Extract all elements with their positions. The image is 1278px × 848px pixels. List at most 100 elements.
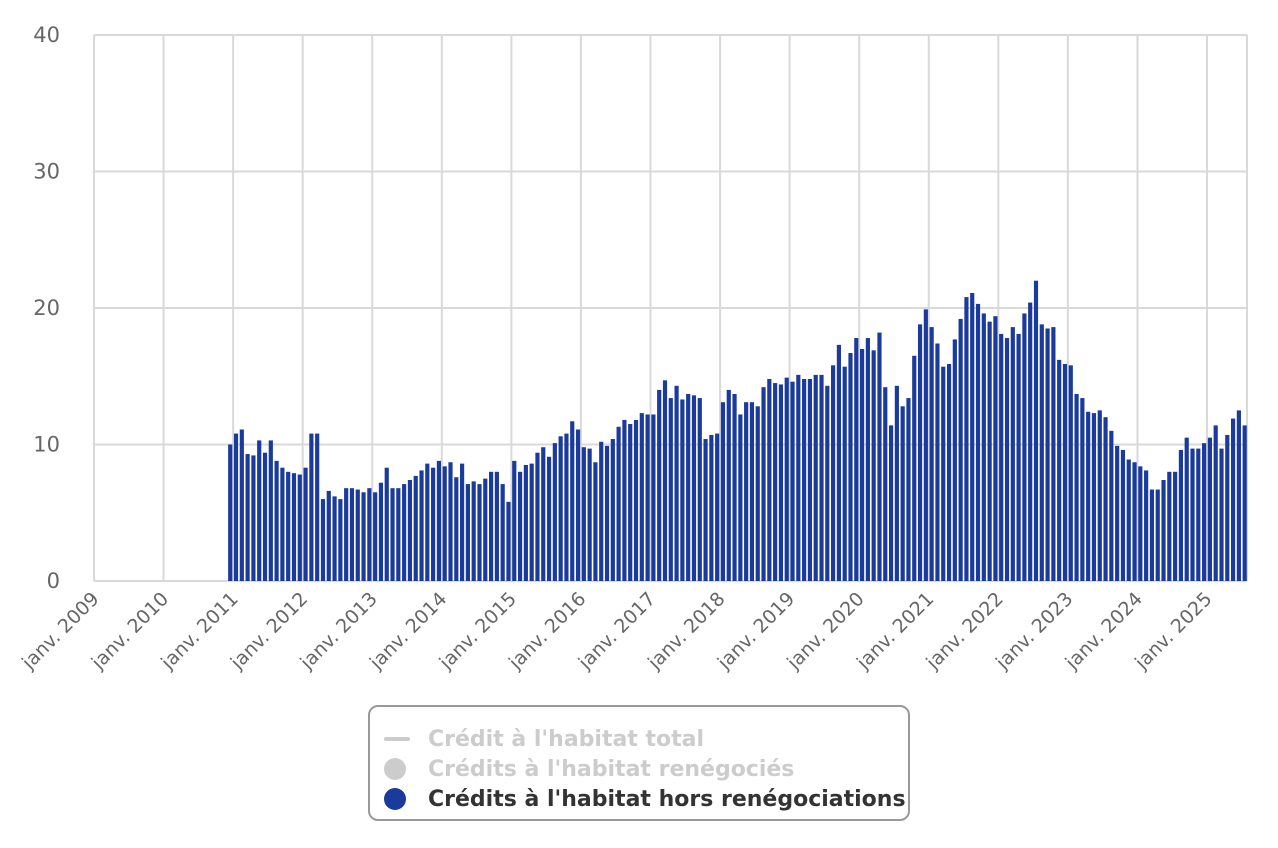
bar[interactable] [935,343,940,581]
bar[interactable] [477,484,482,581]
bar[interactable] [251,455,256,581]
bar[interactable] [958,318,963,581]
bar[interactable] [703,439,708,581]
bar[interactable] [1213,425,1218,581]
bar[interactable] [865,338,870,581]
bar[interactable] [245,454,250,581]
bar[interactable] [1097,410,1102,581]
bar[interactable] [1167,471,1172,581]
bar[interactable] [1126,459,1131,581]
bar[interactable] [749,402,755,581]
bar[interactable] [546,456,552,581]
bar[interactable] [297,474,302,581]
bar[interactable] [448,462,453,581]
bar[interactable] [877,332,882,581]
bar[interactable] [1196,448,1201,581]
bar[interactable] [987,321,992,581]
bar[interactable] [680,399,685,581]
bar[interactable] [651,414,656,581]
bar[interactable] [657,389,662,581]
bar[interactable] [778,384,784,581]
bar[interactable] [1173,471,1178,581]
bar[interactable] [819,374,824,581]
bar[interactable] [610,439,615,581]
bar[interactable] [813,374,818,581]
bar[interactable] [1138,466,1143,581]
bar[interactable] [859,348,865,581]
bar[interactable] [1190,448,1195,581]
bar[interactable] [790,381,795,581]
bar[interactable] [993,316,998,581]
bar[interactable] [1109,430,1114,581]
bar[interactable] [802,378,807,581]
bar[interactable] [883,387,888,581]
bar[interactable] [1144,470,1149,581]
bar[interactable] [529,463,534,581]
bar[interactable] [419,470,424,581]
bar[interactable] [1080,398,1085,581]
bar[interactable] [906,398,911,581]
bar[interactable] [917,324,923,581]
bar[interactable] [303,467,308,581]
bar[interactable] [268,440,273,581]
bar[interactable] [831,365,836,581]
bar[interactable] [1010,327,1015,581]
bar[interactable] [1207,437,1212,581]
bar[interactable] [715,433,720,581]
bar[interactable] [1161,479,1166,581]
bar[interactable] [512,460,517,581]
bar[interactable] [1149,489,1155,581]
bar[interactable] [709,434,714,581]
bar[interactable] [964,297,969,581]
bar[interactable] [431,467,436,581]
bar[interactable] [674,385,679,581]
bar[interactable] [773,383,778,581]
bar[interactable] [1132,462,1137,581]
bar[interactable] [517,471,523,581]
bar[interactable] [726,389,731,581]
bar[interactable] [616,426,621,581]
bar[interactable] [378,482,384,581]
bar[interactable] [442,466,447,581]
bar[interactable] [732,393,737,581]
bar[interactable] [309,433,314,581]
bar[interactable] [454,477,459,581]
bar[interactable] [361,492,366,581]
bar[interactable] [1091,413,1097,581]
bar[interactable] [1184,437,1189,581]
bar[interactable] [1045,328,1050,581]
bar[interactable] [581,447,586,581]
bar[interactable] [460,463,465,581]
bar[interactable] [1115,445,1120,581]
bar[interactable] [286,471,291,581]
bar[interactable] [1033,280,1039,581]
bar[interactable] [1062,363,1068,581]
bar[interactable] [570,421,575,581]
bar[interactable] [436,460,442,581]
bar[interactable] [390,488,395,581]
bar[interactable] [425,463,430,581]
bar[interactable] [767,378,772,581]
bar[interactable] [1155,489,1160,581]
bar[interactable] [228,444,233,582]
bar[interactable] [941,366,946,581]
bar[interactable] [1120,449,1126,581]
bar[interactable] [326,490,331,581]
bar[interactable] [494,471,499,581]
bar[interactable] [332,496,337,581]
bar[interactable] [1178,449,1184,581]
bar[interactable] [848,353,853,581]
bar[interactable] [320,499,326,581]
bar[interactable] [784,377,789,581]
bar[interactable] [291,473,297,581]
bar[interactable] [344,488,349,581]
bar[interactable] [355,489,360,581]
bar[interactable] [854,338,859,581]
bar[interactable] [929,327,934,581]
bar[interactable] [871,350,876,581]
bar[interactable] [999,333,1004,581]
bar[interactable] [1051,327,1056,581]
bar[interactable] [552,443,557,581]
bar[interactable] [668,398,673,581]
bar[interactable] [946,363,952,581]
